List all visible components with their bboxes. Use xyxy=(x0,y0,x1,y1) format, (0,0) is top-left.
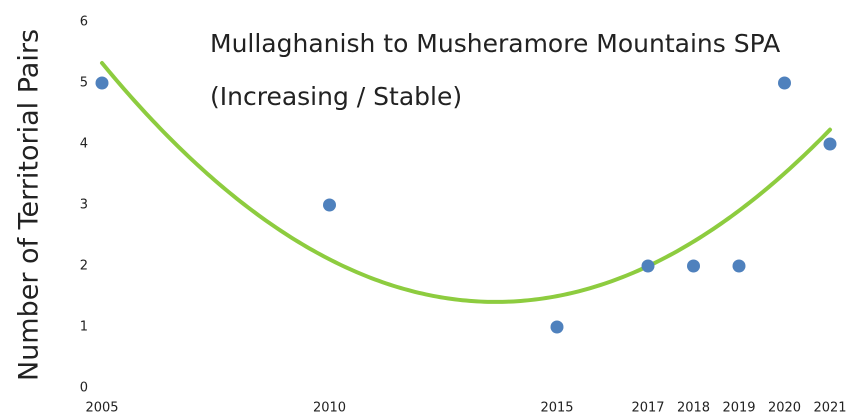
y-tick-label: 4 xyxy=(80,137,88,152)
data-point xyxy=(550,320,564,334)
x-tick-label: 2020 xyxy=(768,401,801,414)
x-tick-label: 2021 xyxy=(813,401,846,414)
y-tick-label: 0 xyxy=(80,381,88,396)
data-point xyxy=(732,259,746,273)
x-tick-label: 2005 xyxy=(85,401,118,414)
y-tick-label: 5 xyxy=(80,76,88,91)
data-point xyxy=(323,198,336,212)
data-point xyxy=(778,76,791,90)
data-point xyxy=(687,259,700,273)
y-tick-label: 2 xyxy=(80,259,88,274)
y-axis-label: Number of Territorial Pairs xyxy=(14,29,45,381)
data-point xyxy=(95,76,109,90)
y-tick-label: 3 xyxy=(80,198,88,213)
y-tick-label: 1 xyxy=(80,320,88,335)
trendline xyxy=(100,61,832,304)
data-point xyxy=(641,259,655,273)
data-point xyxy=(823,137,837,151)
x-tick-label: 2018 xyxy=(677,401,710,414)
x-tick-label: 2019 xyxy=(722,401,755,414)
x-tick-label: 2015 xyxy=(540,401,573,414)
x-tick-label: 2010 xyxy=(313,401,346,414)
chart-title: Mullaghanish to Musheramore Mountains SP… xyxy=(210,29,780,58)
x-tick-label: 2017 xyxy=(631,401,664,414)
y-tick-label: 6 xyxy=(80,15,88,30)
chart-subtitle: (Increasing / Stable) xyxy=(210,82,462,111)
